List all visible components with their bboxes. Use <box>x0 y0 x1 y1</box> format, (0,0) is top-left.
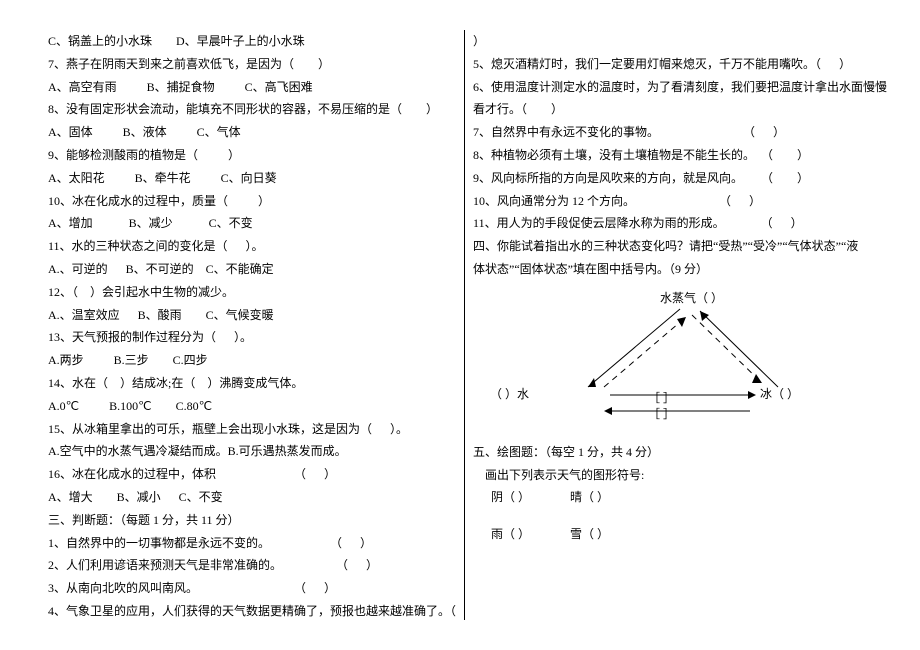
q11: 11、水的三种状态之间的变化是（ ）。 <box>48 235 456 258</box>
q11-options: A.、可逆的 B、不可逆的 C、不能确定 <box>48 258 456 281</box>
judge-6: 6、使用温度计测定水的温度时，为了看清刻度，我们要把温度计拿出水面慢慢 <box>473 76 887 99</box>
right-column: ） 5、熄灭酒精灯时，我们一定要用灯帽来熄灭，千万不能用嘴吹。（ ） 6、使用温… <box>465 30 895 620</box>
judge-4-cont: ） <box>473 30 887 53</box>
judge-3: 3、从南向北吹的风叫南风。 （ ） <box>48 577 456 600</box>
q15: 15、从冰箱里拿出的可乐，瓶壁上会出现小水珠，这是因为（ ）。 <box>48 418 456 441</box>
q9: 9、能够检测酸雨的植物是（ ） <box>48 144 456 167</box>
q12-options: A.、温室效应 B、酸雨 C、气候变暖 <box>48 304 456 327</box>
left-column: C、锅盖上的小水珠 D、早晨叶子上的小水珠 7、燕子在阴雨天到来之前喜欢低飞，是… <box>40 30 465 620</box>
judge-4: 4、气象卫星的应用，人们获得的天气数据更精确了，预报也越来越准确了。（ <box>48 600 456 623</box>
q14-options: A.0℃ B.100℃ C.80℃ <box>48 395 456 418</box>
judge-2: 2、人们利用谚语来预测天气是非常准确的。 （ ） <box>48 554 456 577</box>
section-5-sub: 画出下列表示天气的图形符号: <box>473 464 887 487</box>
judge-7: 7、自然界中有永远不变化的事物。 （ ） <box>473 121 887 144</box>
diagram-right-label: 冰（ ） <box>760 383 799 406</box>
q15-options: A.空气中的水蒸气遇冷凝结而成。B.可乐遇热蒸发而成。 <box>48 440 456 463</box>
judge-9: 9、风向标所指的方向是风吹来的方向，就是风向。 （ ） <box>473 167 887 190</box>
q16: 16、冰在化成水的过程中，体积 （ ） <box>48 463 456 486</box>
q14: 14、水在（ ）结成冰;在（ ）沸腾变成气体。 <box>48 372 456 395</box>
q16-options: A、增大 B、减小 C、不变 <box>48 486 456 509</box>
q10-options: A、增加 B、减少 C、不变 <box>48 212 456 235</box>
section-4-title: 四、你能试着指出水的三种状态变化吗？请把“受热”“受冷”“气体状态”“液 <box>473 235 887 258</box>
q7: 7、燕子在阴雨天到来之前喜欢低飞，是因为（ ） <box>48 53 456 76</box>
judge-10: 10、风向通常分为 12 个方向。 （ ） <box>473 190 887 213</box>
q6-options-cd: C、锅盖上的小水珠 D、早晨叶子上的小水珠 <box>48 30 456 53</box>
q12: 12、（ ）会引起水中生物的减少。 <box>48 281 456 304</box>
judge-6b: 看才行。（ ） <box>473 98 887 121</box>
water-states-diagram: 水蒸气（ ） （ ）水 冰（ ） ［ ］ ［ ］ <box>530 291 830 431</box>
weather-xue: 雪（ ） <box>570 523 609 546</box>
judge-1: 1、自然界中的一切事物都是永远不变的。 （ ） <box>48 532 456 555</box>
q10: 10、冰在化成水的过程中，质量（ ） <box>48 190 456 213</box>
q8-options: A、固体 B、液体 C、气体 <box>48 121 456 144</box>
judge-5: 5、熄灭酒精灯时，我们一定要用灯帽来熄灭，千万不能用嘴吹。（ ） <box>473 53 887 76</box>
section-3-title: 三、判断题：（每题 1 分，共 11 分） <box>48 509 456 532</box>
judge-8: 8、种植物必须有土壤，没有土壤植物是不能生长的。 （ ） <box>473 144 887 167</box>
diagram-lines-icon <box>530 291 830 431</box>
q9-options: A、太阳花 B、牵牛花 C、向日葵 <box>48 167 456 190</box>
diagram-bracket-lower: ［ ］ <box>648 403 675 426</box>
section-4-title-b: 体状态”“固体状态”填在图中括号内。（9 分） <box>473 258 887 281</box>
diagram-left-label: （ ）水 <box>490 383 529 406</box>
weather-qing: 晴（ ） <box>570 486 609 509</box>
weather-yin: 阴（ ） <box>491 486 530 509</box>
weather-yu: 雨（ ） <box>491 523 530 546</box>
q7-options: A、高空有雨 B、捕捉食物 C、高飞困难 <box>48 76 456 99</box>
q8: 8、没有固定形状会流动，能填充不同形状的容器，不易压缩的是（ ） <box>48 98 456 121</box>
diagram-top-label: 水蒸气（ ） <box>660 287 723 310</box>
judge-11: 11、用人为的手段促使云层降水称为雨的形成。 （ ） <box>473 212 887 235</box>
q13: 13、天气预报的制作过程分为（ ）。 <box>48 326 456 349</box>
q13-options: A.两步 B.三步 C.四步 <box>48 349 456 372</box>
section-5-title: 五、绘图题：（每空 1 分，共 4 分） <box>473 441 887 464</box>
